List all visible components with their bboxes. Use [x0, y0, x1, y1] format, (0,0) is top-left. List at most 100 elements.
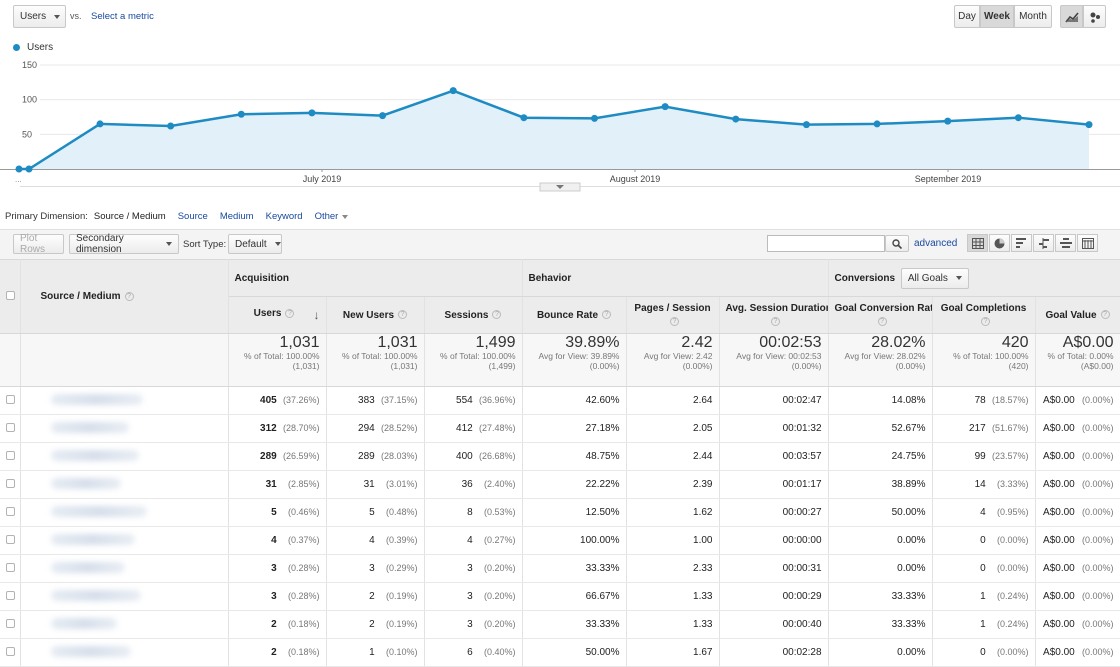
row-dimension-link[interactable]: [20, 386, 229, 415]
cell-goal-completions: 217 (51.67%): [932, 414, 1036, 443]
pivot-icon: [1081, 237, 1094, 249]
bubble-chart-icon: [1090, 12, 1100, 23]
row-dimension-link[interactable]: [20, 498, 229, 527]
cell-goal-value: A$0.00 (0.00%): [1035, 442, 1120, 471]
row-checkbox[interactable]: [6, 590, 15, 600]
cell-goal-value: A$0.00 (0.00%): [1035, 526, 1120, 555]
col-avg-duration-label: Avg. Session Duration: [725, 303, 829, 314]
col-new-users[interactable]: New Users?: [326, 296, 425, 334]
cell-sessions: 6 (0.40%): [424, 638, 523, 667]
row-checkbox[interactable]: [6, 506, 15, 516]
users-data-point: [25, 165, 33, 173]
cell-avg-duration: 00:02:28: [719, 638, 829, 667]
users-line-chart: 50 100 150 July 2019 August 2019 September 20…: [0, 60, 1120, 192]
cell-goal-completions: 14 (3.33%): [932, 470, 1036, 499]
help-icon: ?: [398, 310, 408, 320]
dimension-header[interactable]: Source / Medium?: [20, 259, 229, 334]
period-month-button[interactable]: Month: [1014, 5, 1052, 28]
table-row: 289 (26.59%) 289 (28.03%) 400 (26.68%) 48.7…: [0, 442, 1120, 471]
row-checkbox[interactable]: [6, 562, 15, 572]
goals-select[interactable]: All Goals: [900, 267, 969, 289]
col-goal-completions[interactable]: Goal Completions?: [932, 296, 1036, 334]
cell-goal-completions: 78 (18.57%): [932, 386, 1036, 415]
col-users[interactable]: Users? ↓: [228, 296, 327, 334]
total-goal-value: A$0.00% of Total: 0.00% (A$0.00): [1035, 333, 1120, 387]
dimension-other-menu[interactable]: Other: [315, 211, 349, 222]
cell-bounce-rate: 12.50%: [522, 498, 627, 527]
plot-rows-button[interactable]: Plot Rows: [13, 233, 64, 255]
col-pages-session[interactable]: Pages / Session?: [626, 296, 720, 334]
row-checkbox[interactable]: [6, 450, 15, 460]
period-week-button[interactable]: Week: [980, 5, 1014, 28]
row-dimension-link[interactable]: [20, 638, 229, 667]
col-goal-value[interactable]: Goal Value?: [1035, 296, 1120, 334]
users-data-point: [379, 112, 387, 120]
cell-users: 3 (0.28%): [228, 554, 327, 583]
pie-view-button[interactable]: [989, 234, 1010, 252]
cell-users: 2 (0.18%): [228, 610, 327, 639]
total-users: 1,031% of Total: 100.00% (1,031): [228, 333, 327, 387]
secondary-dimension-select[interactable]: Secondary dimension: [69, 233, 179, 255]
col-bounce-rate[interactable]: Bounce Rate?: [522, 296, 627, 334]
line-chart-toggle[interactable]: [1060, 5, 1083, 28]
primary-dimension-bar: Primary Dimension: Source / Medium Sourc…: [5, 211, 349, 222]
cell-goal-value: A$0.00 (0.00%): [1035, 638, 1120, 667]
row-dimension-link[interactable]: [20, 610, 229, 639]
sort-type-select[interactable]: Default: [228, 234, 282, 254]
table-search-input[interactable]: [767, 235, 885, 252]
total-pages-session: 2.42 Avg for View: 2.42 (0.00%): [626, 333, 720, 387]
cell-sessions: 3 (0.20%): [424, 554, 523, 583]
dimension-keyword-link[interactable]: Keyword: [265, 211, 303, 222]
col-goal-conversion-rate[interactable]: Goal Conversion Rate?: [828, 296, 933, 334]
dimension-medium-link[interactable]: Medium: [219, 211, 254, 222]
help-icon: ?: [877, 316, 887, 326]
totals-row: 1,031% of Total: 100.00% (1,031) 1,031% o…: [0, 333, 1120, 387]
performance-view-button[interactable]: [1011, 234, 1032, 252]
cell-sessions: 36 (2.40%): [424, 470, 523, 499]
row-dimension-link[interactable]: [20, 526, 229, 555]
row-dimension-link[interactable]: [20, 554, 229, 583]
acquisition-label: Acquisition: [234, 272, 289, 284]
col-users-label: Users: [253, 308, 282, 319]
row-checkbox[interactable]: [6, 646, 15, 656]
term-cloud-view-button[interactable]: [1055, 234, 1076, 252]
advanced-filter-link[interactable]: advanced: [914, 238, 958, 249]
users-data-point: [1014, 114, 1022, 122]
cell-bounce-rate: 100.00%: [522, 526, 627, 555]
cell-pages-session: 1.33: [626, 610, 720, 639]
comparison-view-button[interactable]: [1033, 234, 1054, 252]
help-icon: ?: [492, 310, 502, 320]
row-checkbox[interactable]: [6, 394, 15, 404]
search-button[interactable]: [885, 235, 909, 252]
table-row: 31 (2.85%) 31 (3.01%) 36 (2.40%) 22.22% 2.39…: [0, 470, 1120, 499]
col-avg-session-duration[interactable]: Avg. Session Duration?: [719, 296, 829, 334]
row-dimension-link[interactable]: [20, 582, 229, 611]
row-checkbox[interactable]: [6, 422, 15, 432]
dimension-source-link[interactable]: Source: [177, 211, 208, 222]
cell-gcr: 0.00%: [828, 526, 933, 555]
pivot-view-button[interactable]: [1077, 234, 1098, 252]
row-dimension-link[interactable]: [20, 414, 229, 443]
cell-gcr: 24.75%: [828, 442, 933, 471]
row-checkbox[interactable]: [6, 478, 15, 488]
cell-bounce-rate: 66.67%: [522, 582, 627, 611]
redacted-value: [50, 561, 125, 573]
row-checkbox[interactable]: [6, 534, 15, 544]
cell-avg-duration: 00:01:17: [719, 470, 829, 499]
col-sessions[interactable]: Sessions?: [424, 296, 523, 334]
users-area-fill: [19, 90, 1089, 169]
metric-select[interactable]: Users: [13, 5, 66, 28]
row-dimension-link[interactable]: [20, 442, 229, 471]
cell-gcr: 38.89%: [828, 470, 933, 499]
motion-chart-toggle[interactable]: [1083, 5, 1106, 28]
period-day-button[interactable]: Day: [954, 5, 980, 28]
redacted-value: [50, 533, 135, 545]
row-checkbox[interactable]: [6, 618, 15, 628]
search-icon: [892, 238, 902, 249]
select-all-checkbox[interactable]: [6, 290, 15, 300]
cell-avg-duration: 00:00:27: [719, 498, 829, 527]
select-metric-link[interactable]: Select a metric: [91, 11, 154, 22]
row-dimension-link[interactable]: [20, 470, 229, 499]
redacted-value: [50, 477, 121, 489]
table-view-button[interactable]: [967, 234, 988, 252]
